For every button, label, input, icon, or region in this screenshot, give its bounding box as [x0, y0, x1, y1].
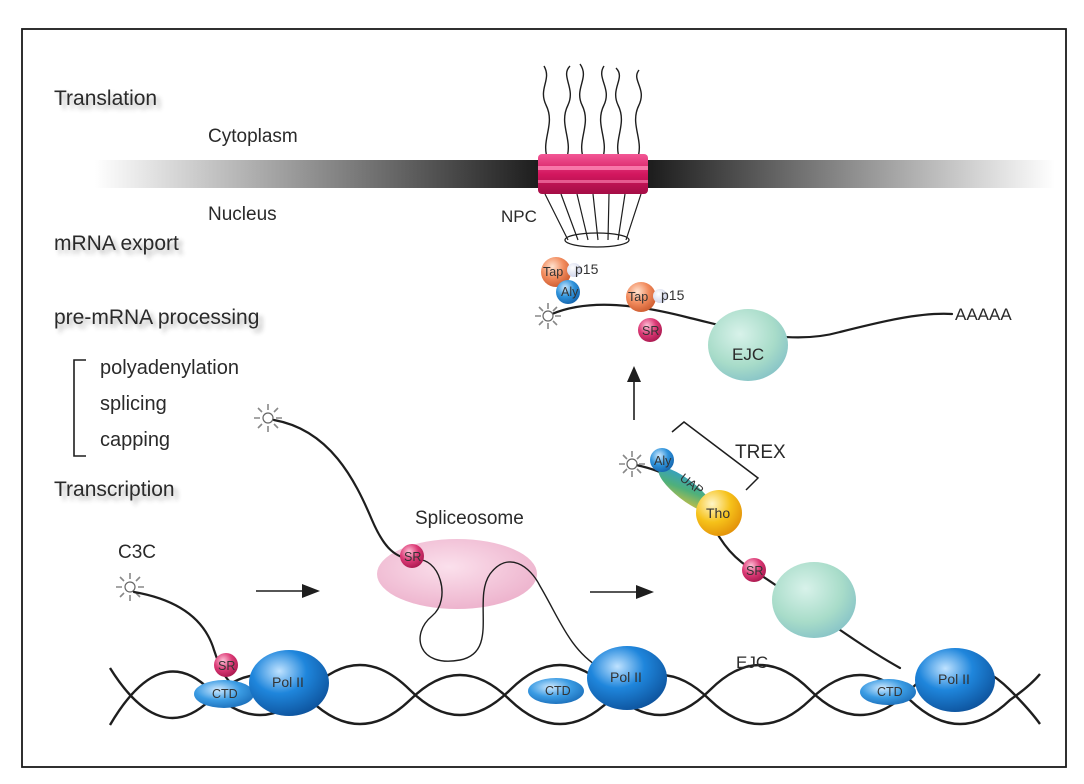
- tap-label-1: Tap: [543, 265, 563, 279]
- sr-label-trex: SR: [746, 564, 763, 578]
- compartment-label-cytoplasm: Cytoplasm: [208, 126, 298, 147]
- sr-protein-spliceosome: [400, 544, 424, 568]
- sr-label-1: SR: [218, 659, 235, 673]
- trex-bracket: [671, 421, 760, 491]
- p15-label-2: p15: [661, 287, 685, 303]
- progression-arrow-2: [590, 585, 654, 599]
- npc-label: NPC: [501, 207, 537, 226]
- stage-label-mrna-export: mRNA export: [54, 232, 179, 255]
- export-complex-near-pore: [541, 257, 581, 304]
- figure-frame: [21, 28, 1067, 768]
- ctd-label-3: CTD: [877, 685, 903, 699]
- tho-label: Tho: [706, 505, 730, 521]
- pol2-label-3: Pol II: [938, 671, 970, 687]
- ejc-label-export: EJC: [732, 345, 764, 364]
- processing-bracket: [73, 359, 86, 457]
- stage-label-transcription: Transcription: [54, 478, 175, 501]
- tap-label-2: Tap: [628, 290, 648, 304]
- cytoplasmic-mrna-strands: [542, 63, 642, 161]
- aly-label-2: Aly: [654, 454, 672, 468]
- sr-label-splice: SR: [404, 550, 421, 564]
- transcription-complex-1: [194, 650, 329, 716]
- transcription-complex-3: [860, 648, 995, 712]
- ctd-label-1: CTD: [212, 687, 238, 701]
- ejc-export: [708, 309, 788, 381]
- stage-label-pre-mrna-processing: pre-mRNA processing: [54, 306, 259, 329]
- p15-label-1: p15: [575, 261, 599, 277]
- export-arrow: [627, 366, 641, 420]
- spliceosome-label: Spliceosome: [415, 508, 524, 529]
- ctd-label-2: CTD: [545, 684, 571, 698]
- export-complex-on-strand: [626, 282, 667, 342]
- step-label-capping: capping: [100, 429, 170, 451]
- sr-label-export: SR: [642, 324, 659, 338]
- shadow-processing: pre-mRNA processing: [58, 310, 263, 333]
- pol2-label-1: Pol II: [272, 674, 304, 690]
- spliceosome: [377, 539, 537, 609]
- label-shadows: Translation mRNA export pre-mRNA process…: [58, 91, 263, 505]
- cap-structure-capping: [254, 404, 282, 432]
- nuclear-pore-complex: [538, 154, 648, 248]
- trex-label: TREX: [735, 442, 786, 463]
- splicing-mrna-strand: [272, 418, 416, 562]
- compartment-label-nucleus: Nucleus: [208, 204, 277, 225]
- poly-a-tail: AAAAA: [955, 305, 1012, 324]
- progression-arrow-1: [256, 584, 320, 598]
- shadow-mrna-export: mRNA export: [58, 236, 183, 259]
- cap-structure-export: [535, 303, 561, 329]
- cap-structure-trex: [619, 451, 645, 477]
- c3c-label: C3C: [118, 542, 156, 563]
- trex-complex: [650, 448, 742, 536]
- sr-protein-trex: [742, 558, 766, 582]
- aly-label-1: Aly: [561, 285, 579, 299]
- transcription-complex-2: [528, 646, 667, 710]
- pol2-label-2: Pol II: [610, 669, 642, 685]
- cap-structure-c3c: [116, 573, 144, 601]
- shadow-translation: Translation: [58, 91, 161, 114]
- step-label-polyadenylation: polyadenylation: [100, 357, 239, 379]
- stage-label-translation: Translation: [54, 87, 157, 110]
- step-label-splicing: splicing: [100, 393, 167, 415]
- shadow-transcription: Transcription: [58, 482, 179, 505]
- ejc-label-transcription: EJC: [736, 653, 768, 672]
- ejc-transcription: [772, 562, 856, 638]
- intron-lariat: [413, 559, 601, 669]
